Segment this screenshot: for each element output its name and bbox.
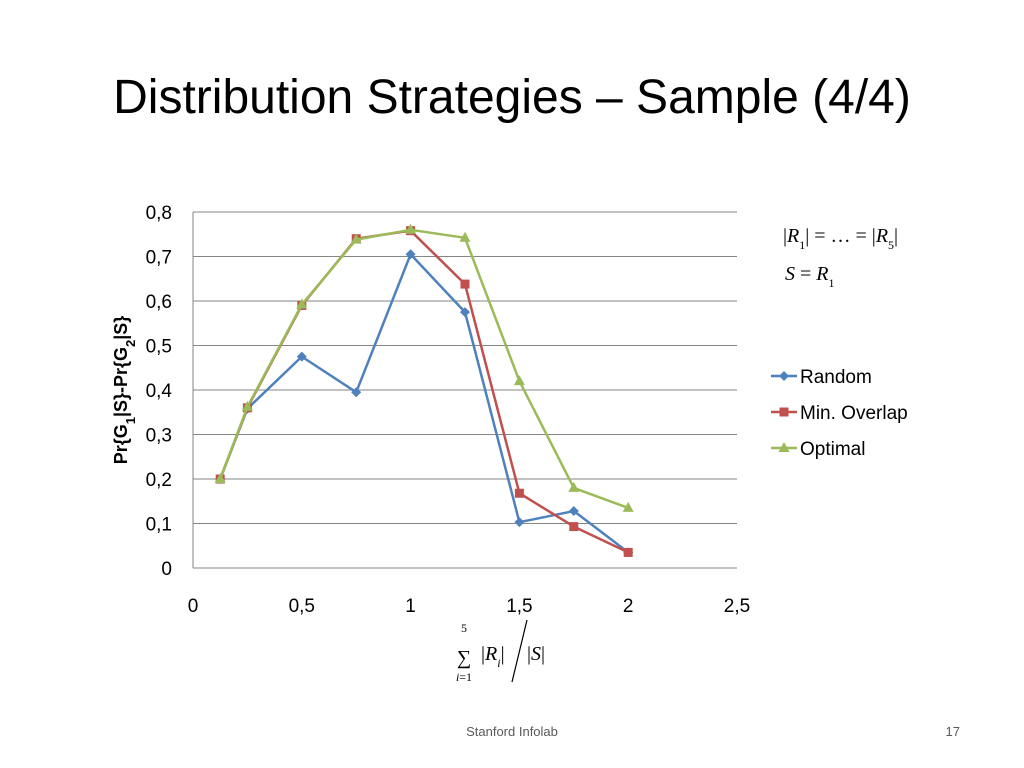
x-tick-label: 2 <box>623 596 634 617</box>
legend-marker-min-overlap <box>779 407 789 417</box>
data-point-optimal <box>459 231 471 242</box>
chart-legend: Random Min. Overlap Optimal <box>771 367 908 460</box>
x-tick-label: 0 <box>188 596 199 617</box>
chart-series <box>214 223 634 558</box>
series-line-min-overlap <box>219 229 629 554</box>
y-tick-label: 0,1 <box>146 515 172 536</box>
svg-text:∑: ∑ <box>457 647 471 669</box>
data-point-min-overlap <box>569 522 579 532</box>
data-point-optimal <box>405 223 417 234</box>
data-point-optimal <box>350 233 362 244</box>
data-point-random <box>405 249 416 260</box>
data-point-random <box>296 351 307 362</box>
legend-marker-optimal <box>778 442 790 452</box>
page-number: 17 <box>945 724 960 739</box>
series-line-random <box>219 253 629 554</box>
footer-source: Stanford Infolab <box>466 724 558 739</box>
legend-label-min-overlap: Min. Overlap <box>800 403 908 424</box>
chart-gridlines <box>192 211 737 569</box>
y-tick-label: 0,8 <box>146 203 172 224</box>
x-tick-label: 1 <box>405 596 416 617</box>
data-point-optimal <box>296 298 308 309</box>
svg-text:|R1| = … = |R5|: |R1| = … = |R5| <box>783 225 898 252</box>
legend-marker-random <box>779 371 789 381</box>
y-tick-label: 0,5 <box>146 337 172 358</box>
y-tick-label: 0,2 <box>146 470 172 491</box>
x-axis-tick-labels: 0 0,5 1 1,5 2 2,5 <box>188 596 751 617</box>
data-point-optimal <box>241 400 253 411</box>
data-point-optimal <box>568 481 580 492</box>
y-axis-label: Pr{G1|S}-Pr{G2|S} <box>111 316 138 465</box>
x-axis-label: 5 ∑ i=1 |Ri| |S| <box>456 619 545 684</box>
data-point-random <box>460 307 470 318</box>
y-tick-label: 0 <box>161 559 172 580</box>
data-point-random <box>351 387 362 398</box>
data-point-optimal <box>513 375 525 386</box>
annotation-equations: |R1| = … = |R5| S = R1 <box>783 225 898 290</box>
data-point-random <box>568 506 579 517</box>
svg-text:5: 5 <box>461 621 467 635</box>
legend-label-random: Random <box>800 367 872 388</box>
svg-text:|Ri|: |Ri| <box>481 643 505 670</box>
x-tick-label: 2,5 <box>724 596 750 617</box>
y-tick-label: 0,3 <box>146 426 172 447</box>
x-tick-label: 0,5 <box>289 596 315 617</box>
data-point-optimal <box>622 501 634 512</box>
svg-text:|S|: |S| <box>527 643 545 665</box>
x-tick-label: 1,5 <box>506 596 532 617</box>
legend-label-optimal: Optimal <box>800 439 865 460</box>
y-axis-tick-labels: 0 0,1 0,2 0,3 0,4 0,5 0,6 0,7 0,8 <box>146 203 173 580</box>
data-point-min-overlap <box>514 488 524 498</box>
slide-title: Distribution Strategies – Sample (4/4) <box>113 71 911 124</box>
data-point-min-overlap <box>460 279 470 289</box>
data-point-optimal <box>214 473 226 483</box>
series-line-optimal <box>219 228 629 510</box>
svg-text:S = R1: S = R1 <box>785 263 835 290</box>
y-tick-label: 0,7 <box>146 248 172 269</box>
data-point-min-overlap <box>623 547 633 557</box>
y-tick-label: 0,4 <box>146 381 173 402</box>
y-tick-label: 0,6 <box>146 292 172 313</box>
svg-text:i=1: i=1 <box>456 670 472 684</box>
data-point-random <box>514 517 525 528</box>
line-chart: 0 0,1 0,2 0,3 0,4 0,5 0,6 0,7 0,8 0 0,5 1 1,5 2 2,5 R… <box>111 203 908 684</box>
